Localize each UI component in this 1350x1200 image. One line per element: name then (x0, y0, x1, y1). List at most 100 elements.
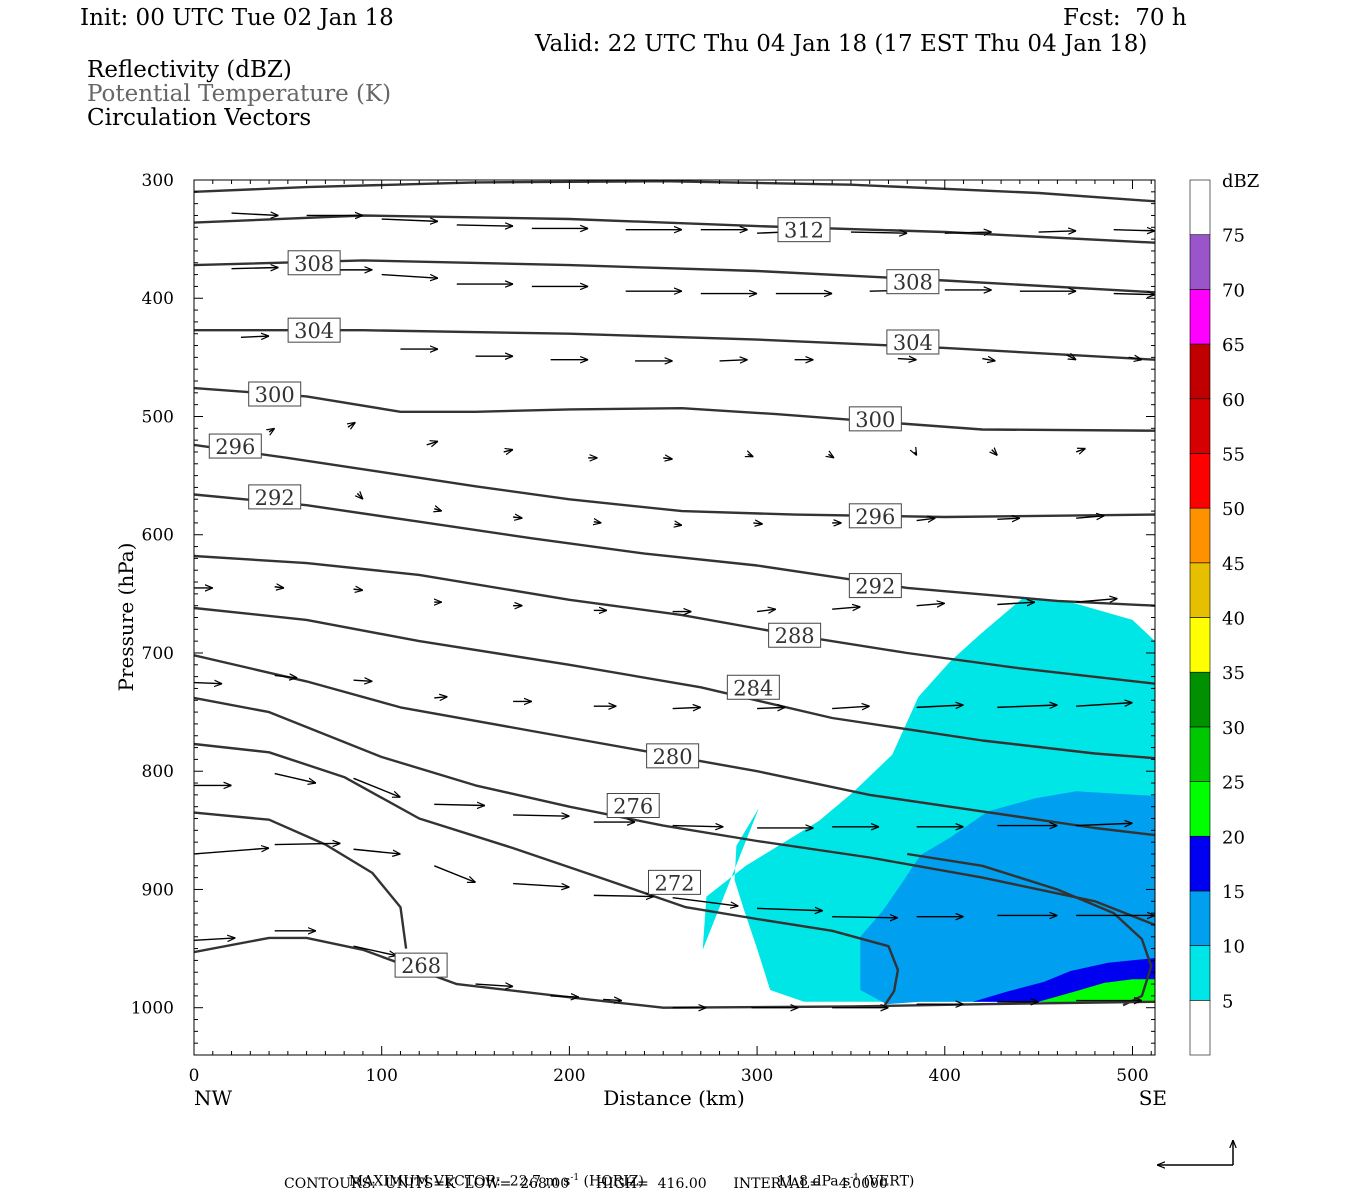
colorbar-segment (1189, 945, 1211, 1001)
contour-label-box (886, 329, 940, 355)
circulation-vector (982, 359, 995, 361)
circulation-vector (672, 897, 739, 906)
y-tick-label: 500 (142, 407, 174, 427)
circulation-vector (550, 996, 579, 997)
contour-label-308: 308 (294, 252, 334, 276)
circulation-vector (828, 454, 834, 458)
contour-label-box (848, 503, 902, 529)
max-vector-horiz-suffix: (HORIZ) (579, 1173, 644, 1190)
circulation-vector (194, 848, 269, 855)
circulation-vector (426, 441, 438, 445)
contour-label-box (208, 433, 262, 459)
circulation-vector (916, 518, 936, 520)
circulation-vector (353, 945, 397, 955)
circulation-vector (231, 213, 279, 215)
theta-contour-284 (194, 606, 1155, 760)
y-tick-label: 800 (142, 762, 174, 782)
x-tick-label: 300 (741, 1066, 773, 1086)
colorbar-level-label: 10 (1222, 937, 1245, 958)
contour-label-box (248, 484, 302, 510)
contour-label-276: 276 (613, 795, 653, 819)
circulation-vector (1113, 230, 1155, 231)
colorbar-level-label: 50 (1222, 499, 1245, 520)
circulation-vector (434, 509, 442, 511)
x-tick-label: 0 (189, 1066, 200, 1086)
circulation-vector (997, 705, 1057, 707)
circulation-vector (433, 865, 475, 884)
contour-label-300: 300 (255, 383, 295, 407)
circulation-vector (1066, 355, 1076, 360)
reference-vector-icon (1157, 1140, 1233, 1165)
circulation-vector (194, 938, 235, 940)
theta-contour-280 (194, 654, 1155, 837)
colorbar-level-label: 65 (1222, 335, 1245, 356)
circulation-vector (1076, 823, 1132, 825)
x-end-label-right: SE (1139, 1086, 1167, 1110)
circulation-vector (381, 273, 438, 279)
circulation-vector (348, 422, 356, 427)
colorbar-segment (1189, 726, 1211, 782)
theta-contour-272 (907, 852, 1153, 1007)
contour-label-box (646, 743, 700, 769)
y-tick-label: 900 (142, 880, 174, 900)
colorbar-segment (1189, 398, 1211, 454)
circulation-vector (672, 826, 724, 827)
contour-label-box (886, 269, 940, 295)
circulation-vector (944, 232, 992, 233)
circulation-vector (757, 707, 785, 708)
contour-label-box (606, 793, 660, 819)
field-circulation-vectors: Circulation Vectors (87, 105, 312, 131)
theta-contour-288 (194, 554, 1155, 685)
circulation-vector (434, 804, 485, 805)
circulation-vector (357, 493, 363, 499)
contour-label-304: 304 (893, 331, 933, 355)
circulation-vector (274, 587, 284, 588)
colorbar-segment (1189, 234, 1211, 290)
circulation-vector (353, 589, 363, 590)
circulation-vector (353, 680, 373, 681)
reflectivity-region-10dbz (860, 791, 1155, 1005)
circulation-vector (593, 895, 654, 896)
contour-label-280: 280 (653, 745, 693, 769)
colorbar-level-label: 60 (1222, 390, 1245, 411)
circulation-vector (832, 607, 860, 609)
contour-label-308: 308 (893, 271, 933, 295)
circulation-vector (503, 450, 513, 452)
colorbar-level-label: 55 (1222, 444, 1245, 465)
contour-label-box (848, 406, 902, 432)
contours-info: CONTOURS: UNITS=K LOW= 268.00 HIGH= 416.… (284, 1176, 888, 1192)
x-end-label-left: NW (194, 1086, 233, 1110)
colorbar-segment (1189, 1000, 1211, 1056)
circulation-vector (675, 524, 683, 525)
theta-contour-300 (194, 386, 1155, 432)
reflectivity-region-20dbz (1038, 979, 1155, 1002)
circulation-vector (916, 705, 964, 707)
max-vector-line: MAXIMUM VECTOR: 22.7 m s-1 (HORIZ) (340, 1157, 644, 1190)
circulation-vector (274, 843, 341, 844)
circulation-vector (997, 602, 1035, 604)
circulation-vector (832, 917, 898, 918)
circulation-vector (274, 772, 316, 783)
theta-contour-268 (194, 936, 1155, 1009)
contour-label-296: 296 (215, 435, 255, 459)
max-vector-horiz-text: MAXIMUM VECTOR: 22.7 m s (348, 1173, 571, 1190)
contour-label-box (287, 317, 341, 343)
theta-contour-312 (194, 180, 1155, 203)
y-tick-label: 400 (142, 289, 174, 309)
max-vector-vert: 11.8 dPa s-1 (VERT) (768, 1157, 914, 1190)
circulation-vector (603, 999, 622, 1000)
circulation-vector (1113, 294, 1155, 295)
colorbar-segment (1189, 179, 1211, 235)
circulation-vector (240, 336, 269, 337)
colorbar-level-label: 70 (1222, 280, 1245, 301)
circulation-vector (381, 219, 438, 221)
colorbar-level-label: 25 (1222, 773, 1245, 794)
circulation-vector (897, 359, 917, 360)
contour-label-312: 312 (784, 219, 824, 243)
circulation-vector (756, 609, 776, 611)
colorbar-segment (1189, 507, 1211, 564)
contour-label-288: 288 (775, 624, 815, 648)
field-potential-temperature: Potential Temperature (K) (87, 81, 392, 107)
contour-label-284: 284 (733, 676, 773, 700)
